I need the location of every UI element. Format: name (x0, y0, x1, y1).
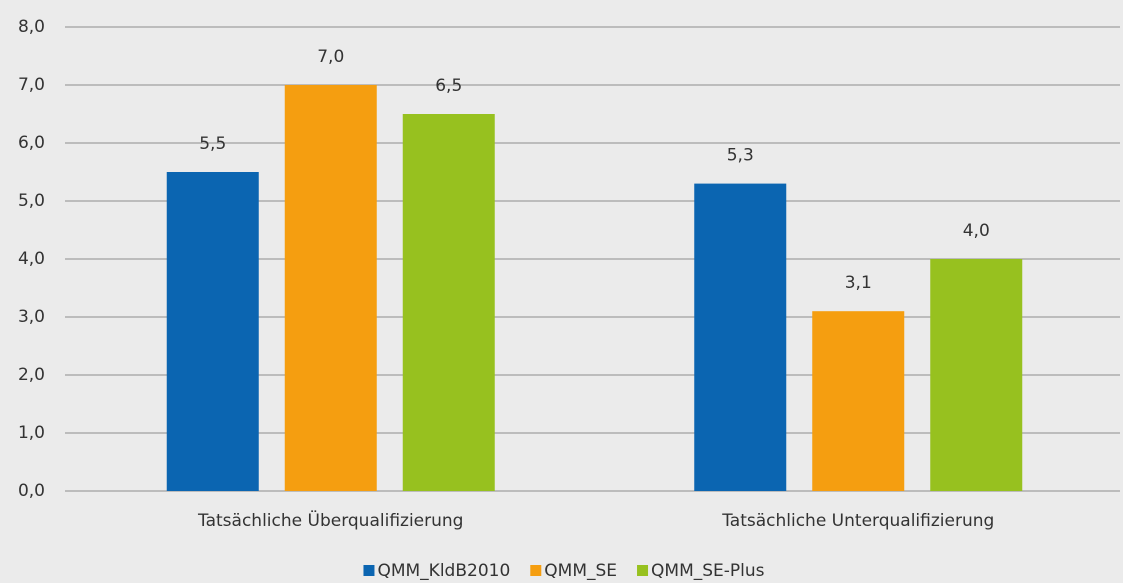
x-tick-label: Tatsächliche Überqualifizierung (197, 509, 463, 531)
y-tick-label: 7,0 (18, 75, 45, 95)
value-label: 5,3 (727, 146, 754, 166)
legend-swatch (363, 565, 375, 576)
y-tick-label: 2,0 (18, 365, 45, 385)
y-tick-label: 8,0 (18, 17, 45, 37)
y-tick-label: 5,0 (18, 191, 45, 211)
legend-swatch (530, 565, 542, 576)
y-tick-label: 4,0 (18, 249, 45, 269)
bar (284, 85, 377, 491)
legend-label: QMM_SE-Plus (651, 561, 765, 581)
bar (694, 183, 787, 491)
bar (812, 311, 905, 491)
bar (930, 259, 1023, 491)
legend-label: QMM_KldB2010 (377, 561, 510, 581)
bar (402, 114, 495, 491)
value-label: 6,5 (435, 76, 462, 96)
value-label: 7,0 (317, 47, 344, 67)
legend-swatch (637, 565, 649, 576)
legend-label: QMM_SE (544, 561, 617, 581)
x-tick-label: Tatsächliche Unterqualifizierung (721, 511, 994, 531)
y-tick-label: 0,0 (18, 481, 45, 501)
y-tick-label: 3,0 (18, 307, 45, 327)
y-tick-label: 1,0 (18, 423, 45, 443)
bar (166, 172, 259, 491)
value-label: 5,5 (199, 134, 226, 154)
value-label: 4,0 (963, 221, 990, 241)
y-tick-label: 6,0 (18, 133, 45, 153)
value-label: 3,1 (845, 273, 872, 293)
